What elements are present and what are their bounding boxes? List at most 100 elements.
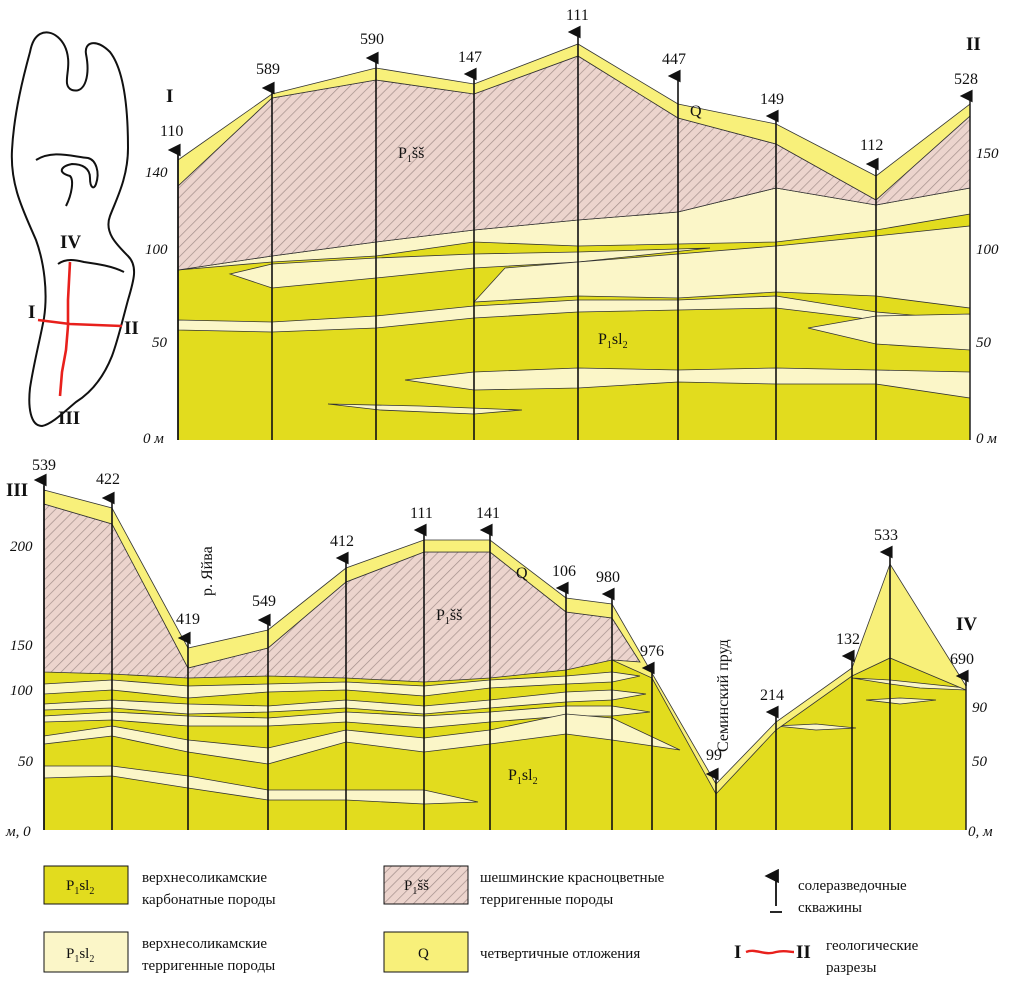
tick-label: 100 <box>976 242 999 258</box>
well-label: 112 <box>860 137 883 154</box>
river-lower <box>57 259 125 273</box>
map-label-iii: III <box>58 408 80 429</box>
tick-label: 150 <box>976 146 999 162</box>
label-p1ss: P1šš <box>436 607 462 627</box>
territory-outline <box>10 31 135 428</box>
label-p1ss: P1šš <box>398 145 424 165</box>
tick-label: 100 <box>10 683 33 699</box>
legend-swatch-terrigenous <box>43 931 129 973</box>
terrigenous-lens <box>43 765 479 805</box>
tick-label: 150 <box>10 638 33 654</box>
section-label-i: I <box>166 86 173 107</box>
legend-text-terrigenous-1: верхнесоликамские <box>142 936 267 952</box>
well-label: 589 <box>256 61 280 78</box>
section-label-iv: IV <box>956 614 977 635</box>
label-river-yaiva: р. Яйва <box>199 546 216 596</box>
well-label: 214 <box>760 687 784 704</box>
legend-symbol-carbonate: P1sl2 <box>66 878 94 897</box>
well-label: 976 <box>640 643 664 660</box>
legend-text-wells-1: солеразведочные <box>798 878 907 894</box>
well-label: 106 <box>552 563 576 580</box>
tick-label: 0, м <box>968 824 993 840</box>
well-label: 111 <box>410 505 433 522</box>
legend-text-terrigenous-2: терригенные породы <box>142 958 275 974</box>
legend-swatch-carbonate <box>43 865 129 905</box>
tick-label: 200 <box>10 539 33 555</box>
terrigenous-lens <box>775 723 857 731</box>
section-iii-iv: 539 422 419 549 412 111 141 106 980 976 99 214 132 53… <box>5 457 993 840</box>
tick-label: 90 <box>972 700 988 716</box>
ticks-left-i-ii: 140 100 50 0 м <box>143 165 168 447</box>
well-label: 111 <box>566 7 589 24</box>
tick-label: м, 0 <box>5 824 31 840</box>
section-i-ii: 110 589 590 147 111 447 149 112 528 140 100 50 0… <box>143 7 999 447</box>
well-label: 141 <box>476 505 500 522</box>
legend-swatch-redbeds <box>383 865 469 905</box>
legend-symbol-quaternary: Q <box>418 946 429 962</box>
terrigenous-lens <box>228 247 711 289</box>
label-seminsky-pond: Семинский пруд <box>715 639 732 752</box>
map-label-ii: II <box>124 318 139 339</box>
well-label: 539 <box>32 457 56 474</box>
well-label: 422 <box>96 471 120 488</box>
terrigenous-lens <box>43 689 647 715</box>
tick-label: 50 <box>18 754 34 770</box>
legend-text-wells-2: скважины <box>798 900 862 916</box>
legend-section-end: II <box>796 942 811 963</box>
label-p1sl2: P1sl2 <box>508 767 538 787</box>
ticks-left-iii-iv: 200 150 100 50 м, 0 <box>5 539 34 840</box>
well-label: 132 <box>836 631 860 648</box>
legend-text-carbonate-1: верхнесоликамские <box>142 870 267 886</box>
quaternary-unit <box>43 489 967 795</box>
legend-text-sections-1: геологические <box>826 938 919 954</box>
label-q: Q <box>690 103 702 120</box>
well-label: 533 <box>874 527 898 544</box>
section-label-ii: II <box>966 34 981 55</box>
well-label: 590 <box>360 31 384 48</box>
legend-text-sections-2: разрезы <box>826 960 876 976</box>
legend-text-redbeds-1: шешминские красноцветные <box>480 870 665 886</box>
well-label: 412 <box>330 533 354 550</box>
legend-swatch-quaternary <box>383 931 469 973</box>
tick-label: 50 <box>972 754 988 770</box>
terrigenous-lens <box>43 705 651 729</box>
index-map: IV I II III <box>10 31 139 429</box>
well-label: 149 <box>760 91 784 108</box>
section-line-i-ii <box>37 318 123 328</box>
ticks-right-i-ii: 150 100 50 0 м <box>976 146 999 447</box>
label-p1sl2: P1sl2 <box>598 331 628 351</box>
well-label: 528 <box>954 71 978 88</box>
section-label-iii: III <box>6 480 28 501</box>
well-label: 419 <box>176 611 200 628</box>
map-label-i: I <box>28 302 35 323</box>
tick-label: 50 <box>152 335 168 351</box>
section-line-iii-iv <box>58 261 72 397</box>
river-upper <box>35 153 99 207</box>
wells-section-i-ii: 110 589 590 147 111 447 149 112 528 <box>160 7 978 440</box>
well-label: 110 <box>160 123 183 140</box>
legend-text-quaternary: четвертичные отложения <box>480 946 640 962</box>
well-label: 447 <box>662 51 686 68</box>
legend-text-redbeds-2: терригенные породы <box>480 892 613 908</box>
well-label: 147 <box>458 49 482 66</box>
terrigenous-lens <box>865 697 937 705</box>
ticks-right-iii-iv: 90 50 0, м <box>968 700 993 840</box>
tick-label: 0 м <box>976 431 997 447</box>
well-label: 980 <box>596 569 620 586</box>
terrigenous-lens <box>43 713 681 765</box>
legend-symbol-terrigenous: P1sl2 <box>66 946 94 965</box>
legend-section-start: I <box>734 942 741 963</box>
legend: P1sl2 верхнесоликамские карбонатные поро… <box>43 865 919 976</box>
terrigenous-lens <box>43 671 641 699</box>
carbonate-unit <box>44 658 966 830</box>
tick-label: 50 <box>976 335 992 351</box>
legend-text-carbonate-2: карбонатные породы <box>142 892 276 908</box>
wells-section-iii-iv: 539 422 419 549 412 111 141 106 980 976 99 214 132 53… <box>32 457 974 830</box>
tick-label: 0 м <box>143 431 164 447</box>
well-label: 99 <box>706 747 722 764</box>
well-label: 690 <box>950 651 974 668</box>
legend-section-line-icon <box>745 949 795 955</box>
map-label-iv: IV <box>60 232 81 253</box>
tick-label: 140 <box>145 165 168 181</box>
legend-symbol-redbeds: P1šš <box>404 878 429 897</box>
